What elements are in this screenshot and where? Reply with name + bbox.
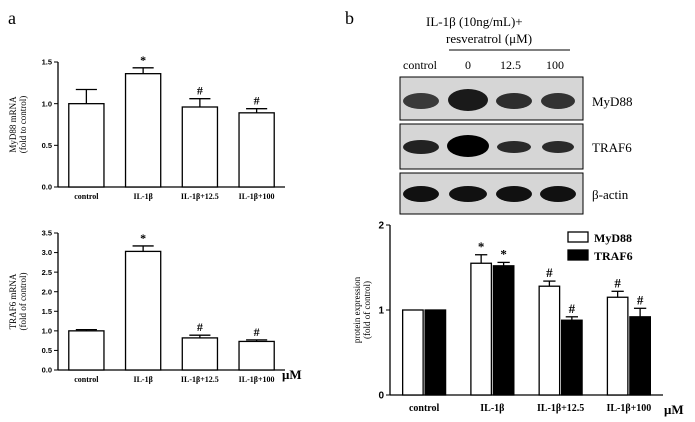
blot-band — [541, 93, 575, 109]
blot-lane-label: 0 — [465, 58, 471, 72]
blot-band — [447, 135, 489, 157]
blot-band — [448, 89, 488, 111]
blot-band — [496, 186, 532, 202]
bar — [124, 73, 162, 188]
blot-band — [497, 141, 531, 153]
significance-mark: # — [197, 84, 203, 98]
bar — [68, 330, 105, 371]
y-axis-label: TRAF6 mRNA — [8, 273, 18, 329]
bar — [181, 106, 219, 188]
blot-band — [542, 141, 574, 153]
bar — [238, 340, 275, 371]
y-tick-label: 1 — [378, 306, 384, 317]
western-blot: IL-1β (10ng/mL)+ resveratrol (μM) contro… — [399, 14, 632, 215]
y-tick-label: 3.0 — [42, 248, 52, 257]
bar — [470, 262, 493, 396]
traf6-mrna-chart: 0.0 0.5 1.0 1.5 2.0 2.5 3.0 3.5 TRAF6 mRNA (fold … — [8, 229, 285, 384]
y-axis-label: (fold of control) — [18, 273, 28, 331]
x-tick-label: IL-1β+12.5 — [181, 375, 219, 384]
blot-row-label: MyD88 — [592, 94, 632, 109]
panel-label-b: b — [345, 8, 354, 28]
blot-row-label: TRAF6 — [592, 140, 632, 155]
y-tick-label: 0.0 — [42, 183, 52, 192]
x-tick-label: IL-1β+12.5 — [181, 192, 219, 201]
significance-mark: * — [500, 246, 507, 261]
x-tick-label: IL-1β — [480, 403, 504, 414]
bar — [492, 265, 515, 396]
y-tick-label: 1.5 — [42, 58, 52, 67]
x-tick-label: IL-1β+100 — [239, 375, 275, 384]
x-tick-label: IL-1β — [133, 192, 152, 201]
unit-label-top: μM — [282, 367, 302, 382]
blot-band — [540, 186, 576, 202]
y-tick-label: 1.0 — [42, 99, 52, 108]
panel-label-a: a — [8, 8, 16, 28]
bar — [238, 112, 275, 188]
y-axis-label: (fold of control) — [362, 281, 372, 339]
y-axis-label: MyD88 mRNA — [8, 96, 18, 153]
y-tick-label: 0.5 — [42, 141, 52, 150]
significance-mark: # — [614, 275, 621, 290]
significance-mark: * — [140, 53, 146, 67]
blot-band — [403, 93, 439, 109]
y-tick-label: 1.0 — [42, 326, 52, 335]
legend-label: MyD88 — [594, 231, 632, 245]
x-tick-label: IL-1β+12.5 — [537, 403, 584, 414]
significance-mark: * — [140, 231, 146, 245]
x-tick-label: IL-1β — [133, 375, 152, 384]
y-tick-label: 2 — [378, 221, 384, 232]
blot-band — [403, 140, 439, 154]
myd88-mrna-chart: 0.0 0.5 1.0 1.5 MyD88 mRNA (fold to control) c… — [8, 53, 285, 201]
legend-swatch — [567, 249, 589, 261]
blot-header-line2: resveratrol (μM) — [446, 31, 532, 46]
legend-swatch — [567, 231, 589, 243]
blot-band — [496, 93, 532, 109]
bar — [560, 319, 583, 396]
y-tick-label: 1.5 — [42, 307, 52, 316]
y-tick-label: 3.5 — [42, 229, 52, 238]
significance-mark: # — [569, 301, 576, 316]
bar — [401, 309, 424, 396]
significance-mark: # — [254, 325, 260, 339]
significance-mark: # — [197, 320, 203, 334]
y-tick-label: 2.0 — [42, 287, 52, 296]
blot-band — [449, 186, 487, 202]
bar — [124, 250, 162, 371]
protein-expression-chart: 0 1 2 protein expression (fold of control) co… — [352, 221, 663, 414]
significance-mark: # — [254, 94, 260, 108]
blot-lane-label: 100 — [546, 58, 564, 72]
blot-band — [403, 186, 439, 202]
y-tick-label: 0.0 — [42, 366, 52, 375]
y-tick-label: 2.5 — [42, 268, 52, 277]
blot-row-traf6: TRAF6 — [399, 123, 632, 170]
x-tick-label: control — [74, 192, 99, 201]
significance-mark: # — [637, 292, 644, 307]
bar — [629, 316, 652, 396]
significance-mark: # — [546, 265, 553, 280]
blot-lane-label: control — [403, 58, 438, 72]
unit-label-bottom: μM — [664, 402, 684, 417]
y-axis-label: (fold to control) — [18, 96, 28, 154]
bar — [538, 285, 561, 396]
x-tick-label: control — [409, 403, 440, 414]
blot-header-line1: IL-1β (10ng/mL)+ — [426, 14, 523, 29]
bar — [606, 296, 629, 396]
x-tick-label: control — [74, 375, 99, 384]
x-tick-label: IL-1β+100 — [606, 403, 651, 414]
x-tick-label: IL-1β+100 — [239, 192, 275, 201]
blot-row-myd88: MyD88 — [399, 76, 632, 121]
blot-lane-label: 12.5 — [500, 58, 521, 72]
bar — [181, 337, 219, 371]
y-axis-label: protein expression — [352, 276, 362, 343]
bar — [424, 309, 447, 396]
significance-mark: * — [478, 239, 485, 254]
blot-row-beta-actin: β-actin — [399, 172, 629, 215]
bar — [68, 103, 105, 188]
legend-label: TRAF6 — [594, 249, 633, 263]
blot-row-label: β-actin — [592, 187, 629, 202]
y-tick-label: 0 — [378, 391, 384, 402]
y-tick-label: 0.5 — [42, 346, 52, 355]
